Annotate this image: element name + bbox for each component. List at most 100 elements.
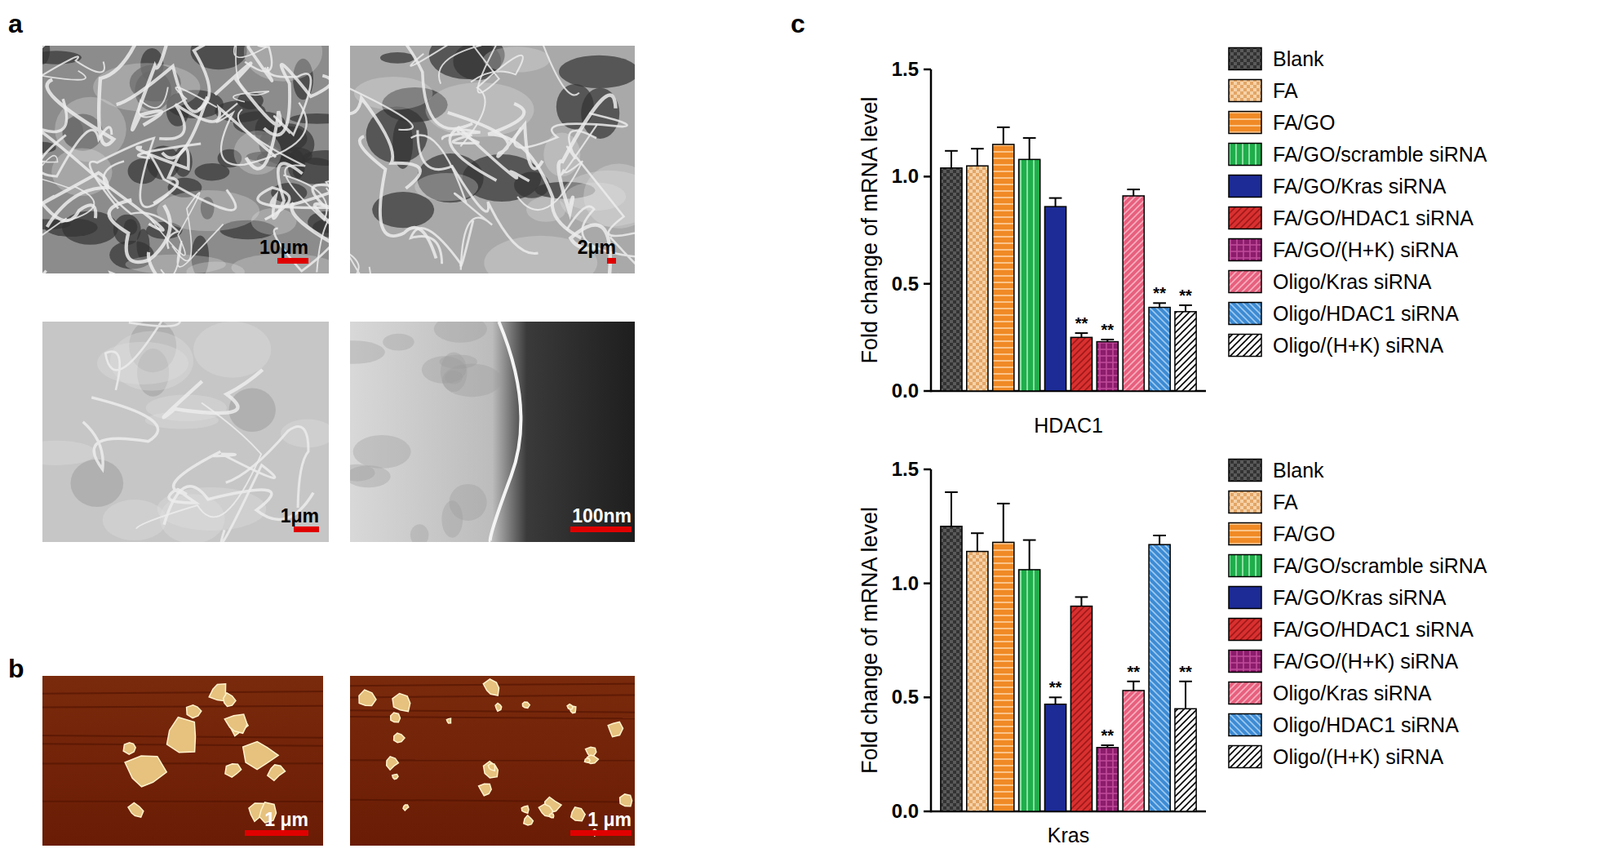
sheet-edge [105, 321, 180, 391]
highlight [193, 321, 271, 378]
bar [1148, 544, 1171, 812]
sheet-edge [137, 146, 189, 204]
legend-swatch [1228, 586, 1262, 609]
flake [483, 761, 499, 778]
scale-bar-label: 10μm [259, 236, 309, 258]
legend-swatch [1228, 745, 1262, 768]
legend-swatch [1228, 79, 1262, 102]
figure: a10μm2μm1μm100nmb1 μm1 μmc0.00.51.01.5Fo… [0, 0, 1600, 853]
error-bar [1126, 189, 1140, 196]
y-tick [923, 695, 931, 699]
legend-label: FA/GO/scramble siRNA [1272, 142, 1488, 166]
legend-swatch [1228, 302, 1262, 325]
scale-bar [293, 526, 320, 532]
flake [392, 774, 399, 780]
pore [558, 55, 635, 89]
texture [410, 523, 430, 542]
error-stem [1080, 596, 1082, 606]
legend-label: FA [1272, 490, 1299, 514]
y-tick-label: 0.5 [891, 685, 919, 708]
error-cap [1075, 595, 1089, 598]
flake [549, 813, 554, 818]
y-axis [930, 69, 933, 392]
bar [1070, 336, 1092, 391]
legend-swatch [1228, 491, 1262, 514]
legend-swatch [1228, 175, 1262, 198]
legend-swatch [1228, 111, 1262, 134]
flake [487, 762, 495, 771]
sheet-edge [270, 163, 329, 218]
error-stem [1002, 503, 1005, 542]
error-stem [1002, 127, 1005, 145]
micrograph [42, 675, 324, 846]
y-tick-label: 0.0 [891, 799, 919, 822]
scan-streak [350, 694, 635, 697]
flake [620, 793, 633, 807]
x-category-label: Kras [1047, 823, 1090, 847]
pore [380, 52, 416, 64]
legend: BlankFAFA/GOFA/GO/scramble siRNAFA/GO/Kr… [1228, 458, 1488, 768]
legend-label: FA/GO/Kras siRNA [1272, 585, 1447, 609]
error-stem [950, 491, 953, 527]
error-stem [1184, 681, 1187, 710]
error-bar [1049, 696, 1063, 704]
pore [70, 459, 124, 507]
flake [403, 804, 409, 811]
scan-streak [42, 800, 324, 803]
x-category-label: HDAC1 [1033, 413, 1104, 437]
error-bar [944, 150, 958, 169]
plot-area [940, 491, 1197, 812]
bar [966, 165, 989, 391]
plot-area [940, 127, 1197, 391]
error-cap [944, 491, 958, 493]
error-cap [1023, 539, 1037, 541]
sheet-edge [316, 181, 329, 273]
error-stem [1184, 305, 1187, 312]
y-tick [923, 68, 931, 71]
significance-mark: ** [1178, 286, 1193, 305]
sheet-edge [490, 321, 522, 542]
scale-bar-label: 1 μm [264, 808, 309, 830]
flake [267, 764, 286, 781]
flake [483, 678, 499, 696]
image-background [350, 321, 635, 542]
error-bar [1178, 681, 1193, 710]
y-tick [923, 810, 931, 813]
sheet-edge [159, 104, 275, 156]
legend-swatch [1228, 554, 1262, 577]
flake [167, 717, 196, 753]
flake [123, 742, 136, 754]
bar [1044, 206, 1066, 391]
highlight [280, 419, 329, 448]
legend-label: FA/GO/(H+K) siRNA [1272, 238, 1459, 262]
texture [438, 354, 478, 368]
significance-mark: ** [1075, 314, 1089, 333]
scale-bar [570, 526, 632, 532]
error-bar [997, 503, 1011, 542]
texture [382, 333, 414, 351]
scale-bar [277, 257, 309, 264]
legend-label: Oligo/Kras siRNA [1272, 681, 1432, 705]
legend-label: FA/GO/HDAC1 siRNA [1272, 206, 1474, 230]
highlight [110, 330, 194, 391]
scale-bar-label: 100nm [571, 505, 632, 527]
legend-swatch [1228, 682, 1262, 705]
error-cap [1178, 680, 1193, 683]
sheet-edge [411, 135, 493, 271]
flake [225, 763, 242, 777]
sheet-edge [417, 129, 539, 253]
annotations: ******** [1049, 662, 1193, 745]
highlight [157, 487, 267, 531]
error-cap [997, 502, 1011, 505]
bar [1019, 159, 1041, 391]
texture [434, 321, 488, 343]
flake [607, 721, 623, 736]
error-cap [970, 147, 984, 150]
error-cap [1023, 137, 1037, 139]
legend-swatch [1228, 143, 1262, 166]
y-axis-label: Fold change of mRNA level [857, 96, 882, 364]
flake [186, 704, 202, 719]
legend: BlankFAFA/GOFA/GO/scramble siRNAFA/GO/Kr… [1228, 47, 1488, 357]
error-bar [1049, 198, 1063, 208]
significance-mark: ** [1152, 283, 1166, 302]
